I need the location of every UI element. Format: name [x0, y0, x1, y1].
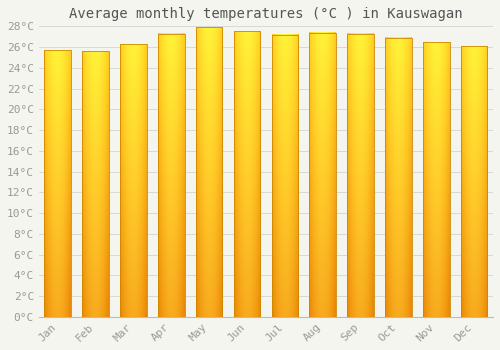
Title: Average monthly temperatures (°C ) in Kauswagan: Average monthly temperatures (°C ) in Ka… [69, 7, 462, 21]
